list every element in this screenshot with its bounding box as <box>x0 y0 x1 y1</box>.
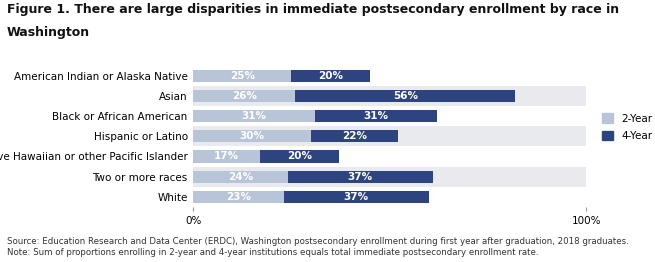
Bar <box>193 150 260 162</box>
Text: 20%: 20% <box>318 70 343 81</box>
Text: 26%: 26% <box>232 91 257 101</box>
Text: 31%: 31% <box>364 111 388 121</box>
Bar <box>260 150 339 162</box>
Bar <box>193 90 295 102</box>
Text: 37%: 37% <box>348 172 373 182</box>
Bar <box>288 171 433 183</box>
Bar <box>193 110 315 122</box>
Text: 56%: 56% <box>393 91 418 101</box>
Text: 25%: 25% <box>230 70 255 81</box>
Bar <box>291 69 370 82</box>
Bar <box>193 187 586 207</box>
Bar <box>193 106 586 126</box>
Bar <box>193 167 586 187</box>
Bar <box>295 90 515 102</box>
Text: 22%: 22% <box>342 131 367 141</box>
Bar <box>315 110 437 122</box>
Bar <box>193 66 586 86</box>
Legend: 2-Year, 4-Year: 2-Year, 4-Year <box>599 110 655 144</box>
Text: 30%: 30% <box>240 131 265 141</box>
Bar <box>193 86 586 106</box>
Text: 23%: 23% <box>226 192 251 202</box>
Text: Figure 1. There are large disparities in immediate postsecondary enrollment by r: Figure 1. There are large disparities in… <box>7 3 619 16</box>
Text: 31%: 31% <box>242 111 267 121</box>
Text: 20%: 20% <box>287 151 312 161</box>
Text: 24%: 24% <box>228 172 253 182</box>
Bar <box>193 69 291 82</box>
Bar <box>311 130 398 142</box>
Bar <box>193 130 311 142</box>
Text: 17%: 17% <box>214 151 239 161</box>
Text: 37%: 37% <box>344 192 369 202</box>
Bar <box>193 191 284 203</box>
Bar <box>193 126 586 146</box>
Bar <box>193 171 288 183</box>
Bar <box>193 146 586 167</box>
Bar <box>284 191 429 203</box>
Text: Washington: Washington <box>7 26 90 39</box>
Text: Source: Education Research and Data Center (ERDC), Washington postsecondary enro: Source: Education Research and Data Cent… <box>7 237 628 257</box>
